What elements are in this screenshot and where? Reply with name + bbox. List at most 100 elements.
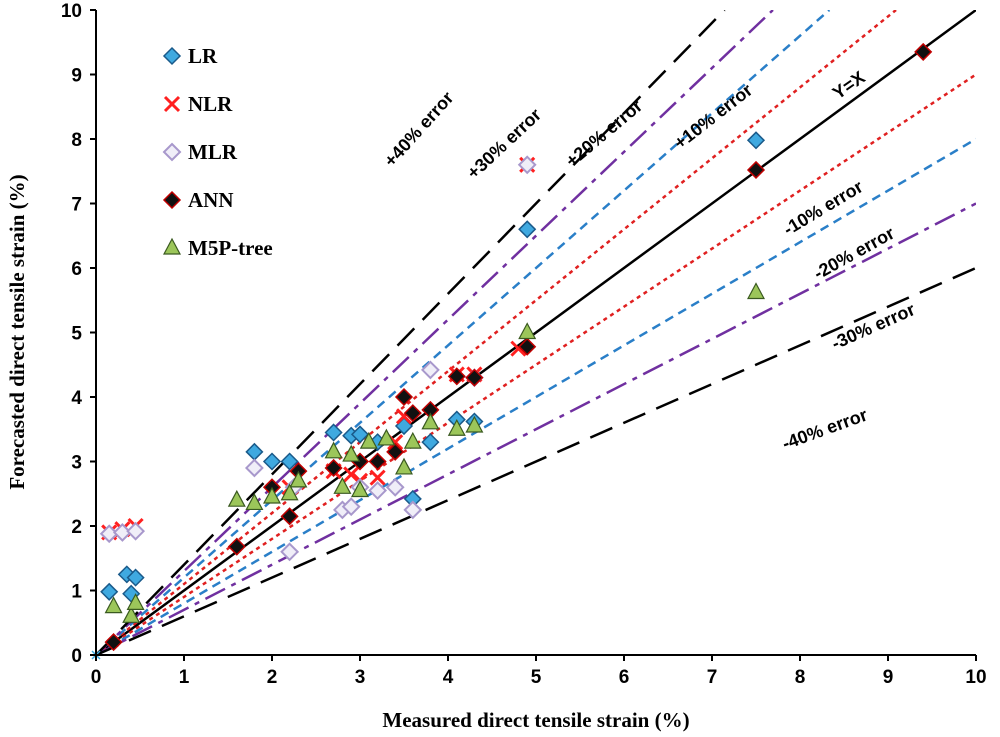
data-point: [262, 452, 282, 471]
data-point: [244, 458, 264, 478]
series-nlr: [101, 156, 536, 541]
data-point: [324, 441, 343, 459]
data-point: [394, 387, 414, 407]
data-point: [403, 404, 422, 423]
data-point: [421, 412, 440, 430]
data-point: [245, 493, 264, 511]
legend-marker-ann: [162, 190, 182, 210]
data-point: [465, 415, 484, 433]
reference-line--40-error: [96, 266, 976, 655]
legend-marker-mlr: [162, 142, 182, 162]
x-tick-label: 5: [531, 667, 542, 688]
axis-ticks: 0 1 2 3 4 5 6 7 8 9 10 0 1 2 3 4 5 6 7 8 9 10: [61, 1, 987, 688]
data-point: [386, 442, 405, 461]
data-point: [341, 497, 361, 517]
data-point: [368, 452, 387, 471]
data-point: [122, 606, 141, 623]
data-point: [104, 633, 123, 652]
data-point: [126, 568, 145, 587]
x-tick-label: 6: [619, 667, 630, 688]
y-tick-label: 5: [71, 324, 82, 345]
data-point: [100, 582, 119, 601]
data-point: [333, 477, 352, 494]
data-points: [90, 42, 933, 661]
y-tick-label: 10: [61, 1, 82, 22]
data-point: [518, 337, 537, 356]
data-point: [746, 160, 766, 180]
y-tick-label: 0: [71, 646, 82, 667]
legend-marker-lr: [162, 46, 182, 66]
annotation-plus40: +40% error: [380, 88, 457, 171]
data-point: [280, 452, 299, 471]
data-point: [324, 458, 343, 478]
annotation-plus20: +20% error: [562, 96, 647, 171]
y-tick-label: 6: [71, 259, 82, 280]
data-point: [518, 322, 537, 340]
data-point: [359, 431, 378, 449]
data-point: [342, 444, 361, 462]
x-tick-label: 0: [91, 667, 102, 688]
data-point: [280, 483, 299, 501]
data-point: [403, 431, 422, 449]
data-point: [324, 423, 343, 442]
legend-marker-nlr: [163, 95, 181, 113]
data-point: [914, 42, 933, 61]
data-point: [126, 521, 146, 541]
y-tick-label: 1: [71, 582, 82, 603]
data-point: [104, 596, 123, 614]
y-tick-label: 2: [71, 517, 82, 538]
series-m5p-tree: [104, 282, 765, 623]
data-point: [343, 466, 360, 483]
data-point: [403, 500, 423, 520]
data-point: [747, 282, 765, 300]
x-tick-label: 4: [443, 667, 454, 688]
data-point: [518, 220, 537, 239]
legend-marker-m5p-tree: [163, 237, 181, 255]
reference-line--40-error: [96, 10, 726, 655]
x-tick-label: 7: [707, 667, 718, 688]
series-mlr: [99, 155, 537, 562]
legend-label-ann: ANN: [188, 188, 234, 212]
annotation-plus10: +10% error: [670, 80, 756, 153]
x-tick-label: 8: [795, 667, 806, 688]
reference-line--20-error: [96, 137, 976, 655]
data-point: [351, 480, 369, 498]
reference-line--30-error: [96, 10, 774, 655]
data-point: [280, 507, 299, 526]
annotation-y-eq-x: Y=X: [829, 67, 869, 103]
data-point: [245, 442, 264, 461]
y-tick-label: 8: [71, 130, 82, 151]
legend: LR NLR MLR ANN M5P-tree: [162, 44, 273, 260]
data-point: [746, 131, 766, 150]
x-tick-label: 1: [179, 667, 190, 688]
data-point: [377, 428, 396, 446]
y-tick-label: 3: [71, 453, 82, 474]
data-point: [369, 469, 386, 486]
data-point: [227, 537, 246, 556]
x-tick-label: 3: [355, 667, 366, 688]
legend-label-lr: LR: [188, 44, 218, 68]
data-point: [126, 593, 145, 611]
data-point: [263, 486, 281, 504]
x-tick-label: 10: [965, 667, 986, 688]
y-tick-label: 7: [71, 195, 82, 216]
legend-markers: [162, 46, 182, 255]
data-point: [280, 542, 300, 562]
reference-line--30-error: [96, 202, 976, 655]
x-tick-label: 2: [267, 667, 278, 688]
data-point: [465, 368, 484, 387]
data-point: [447, 367, 466, 386]
data-point: [395, 457, 413, 475]
reference-line--20-error: [96, 10, 831, 655]
x-tick-label: 9: [883, 667, 894, 688]
data-point: [289, 470, 308, 488]
y-tick-label: 4: [71, 388, 82, 409]
y-tick-label: 9: [71, 66, 82, 87]
data-point: [227, 489, 246, 507]
data-point: [420, 360, 440, 380]
data-point: [368, 481, 388, 500]
annotation-minus40: -40% error: [780, 405, 871, 454]
data-point: [350, 425, 370, 444]
data-point: [447, 418, 466, 436]
